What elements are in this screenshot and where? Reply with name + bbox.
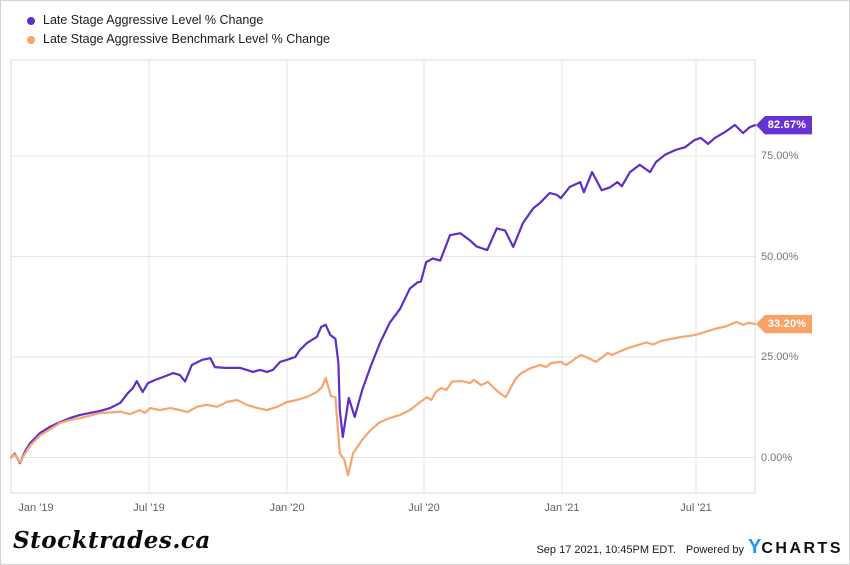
stocktrades-watermark: Stocktrades.ca — [13, 527, 211, 554]
chart-attribution: Sep 17 2021, 10:45PM EDT. Powered by Y C… — [536, 536, 843, 558]
y-tick-label: 75.00% — [761, 150, 799, 162]
x-tick-label: Jul '21 — [680, 502, 712, 514]
series-line — [9, 123, 757, 465]
ycharts-logo-y-icon: Y — [747, 536, 762, 558]
timestamp: Sep 17 2021, 10:45PM EDT. — [536, 544, 676, 556]
legend-item-aggressive: Late Stage Aggressive Level % Change — [27, 11, 330, 30]
x-tick-label: Jan '20 — [269, 502, 305, 514]
ycharts-logo-text: CHARTS — [761, 540, 843, 557]
series-end-value-tag: 33.20% — [756, 314, 812, 334]
plot-frame — [10, 59, 756, 494]
y-tick-label: 50.00% — [761, 250, 799, 263]
series-end-value-tag: 82.67% — [756, 115, 812, 135]
x-tick-label: Jul '19 — [133, 502, 165, 514]
series-color-dot-icon — [27, 16, 35, 25]
y-tick-label: 0.00% — [761, 451, 793, 464]
x-tick-label: Jan '19 — [18, 502, 54, 514]
x-tick-label: Jul '20 — [408, 502, 440, 514]
powered-by-label: Powered by — [685, 544, 744, 556]
legend: Late Stage Aggressive Level % Change Lat… — [27, 11, 330, 49]
legend-item-benchmark: Late Stage Aggressive Benchmark Level % … — [27, 30, 330, 49]
series-color-dot-icon — [27, 35, 35, 44]
legend-label: Late Stage Aggressive Level % Change — [43, 13, 264, 27]
legend-label: Late Stage Aggressive Benchmark Level % … — [43, 32, 330, 46]
series-line — [9, 320, 757, 477]
y-tick-label: 25.00% — [761, 351, 799, 363]
x-tick-label: Jan '21 — [544, 502, 580, 514]
